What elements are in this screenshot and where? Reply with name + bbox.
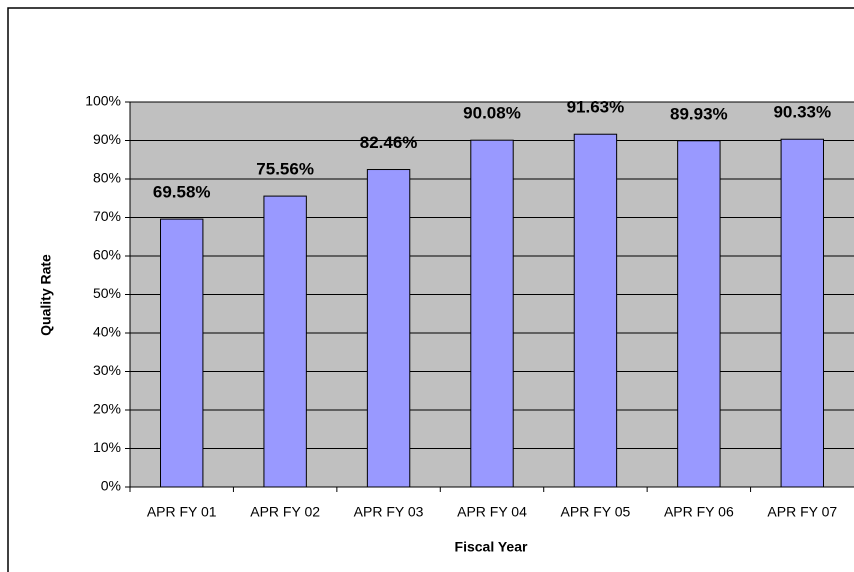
y-tick-label: 50%	[93, 285, 121, 301]
y-tick-label: 30%	[93, 362, 121, 378]
value-label: 91.63%	[567, 98, 625, 117]
bar	[160, 218, 204, 488]
bar	[263, 195, 307, 488]
y-tick-label: 10%	[93, 439, 121, 455]
bar	[677, 140, 721, 488]
bar	[470, 139, 514, 488]
x-tick-label: APR FY 01	[147, 504, 217, 520]
x-tick-label: APR FY 05	[561, 504, 631, 520]
bar	[780, 138, 824, 488]
bar	[366, 169, 411, 488]
y-tick-label: 20%	[93, 401, 121, 417]
bar	[573, 133, 618, 488]
value-label: 69.58%	[153, 183, 211, 202]
x-axis-title: Fiscal Year	[455, 539, 528, 555]
x-tick-label: APR FY 06	[664, 504, 734, 520]
y-tick-label: 60%	[93, 247, 121, 263]
y-tick-label: 70%	[93, 208, 121, 224]
x-tick-label: APR FY 03	[354, 504, 424, 520]
x-tick-label: APR FY 04	[457, 504, 527, 520]
x-tick-label: APR FY 02	[250, 504, 320, 520]
y-axis-title: Quality Rate	[38, 254, 54, 336]
value-label: 89.93%	[670, 104, 728, 123]
value-label: 75.56%	[256, 160, 314, 179]
y-tick-label: 100%	[85, 93, 121, 109]
y-tick-label: 40%	[93, 324, 121, 340]
x-tick-label: APR FY 07	[767, 504, 837, 520]
y-tick-label: 80%	[93, 170, 121, 186]
value-label: 90.33%	[773, 103, 831, 122]
value-label: 90.08%	[463, 104, 521, 123]
y-tick-label: 90%	[93, 131, 121, 147]
y-tick-label: 0%	[101, 478, 121, 494]
value-label: 82.46%	[360, 133, 418, 152]
